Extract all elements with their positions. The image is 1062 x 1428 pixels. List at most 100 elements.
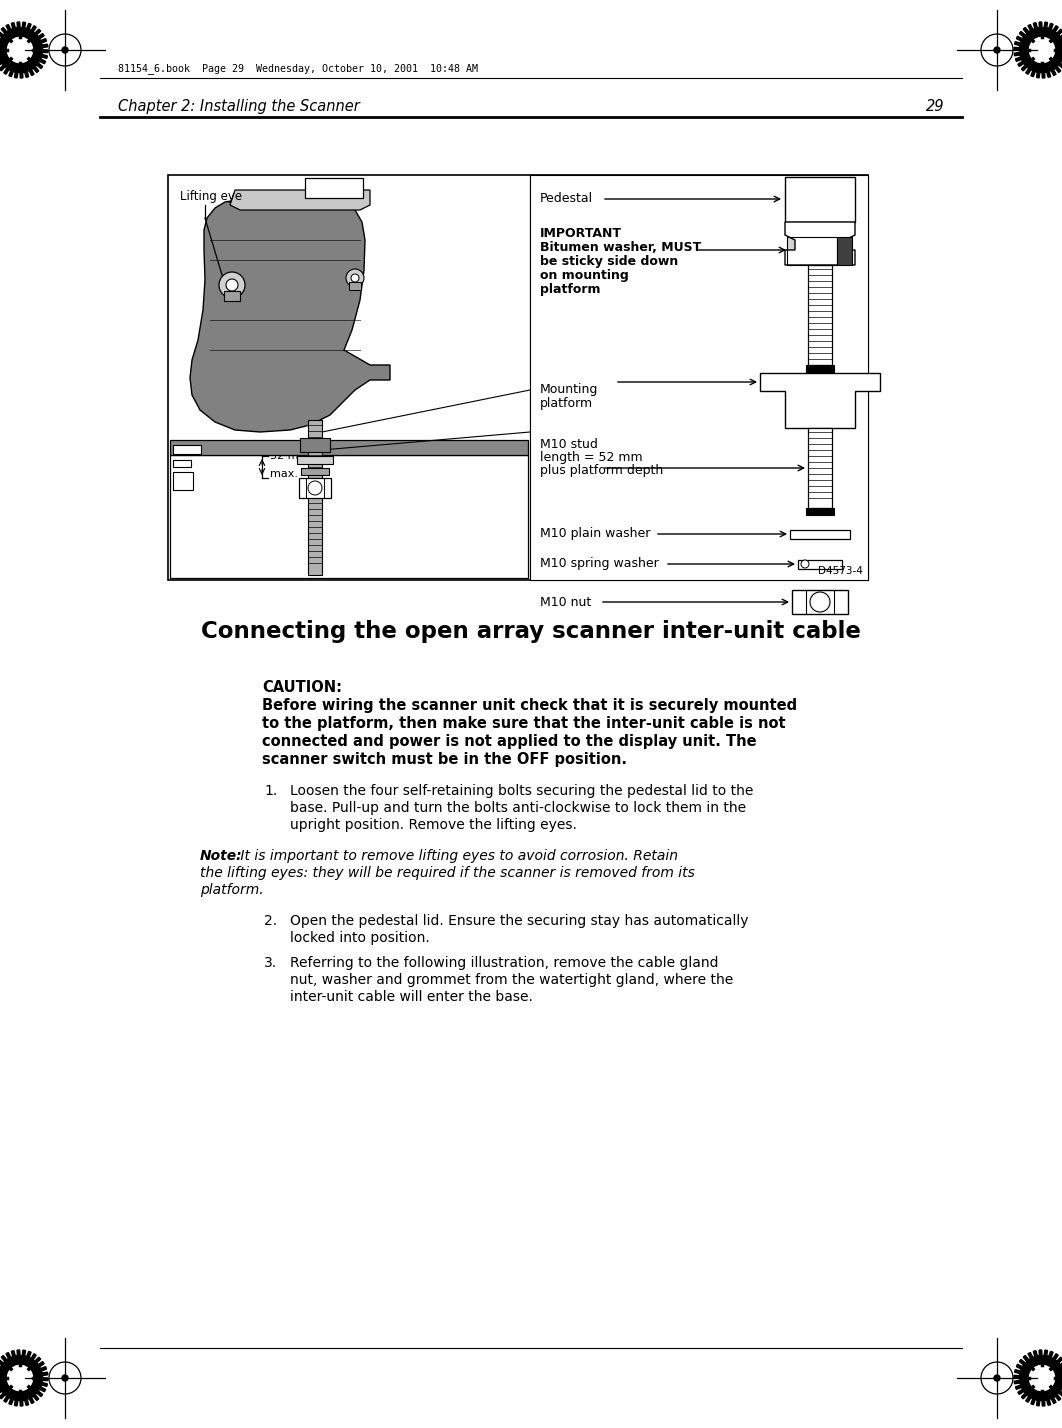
Bar	[792, 590, 847, 614]
Bar	[299, 438, 330, 453]
Text: nut, washer and grommet from the watertight gland, where the: nut, washer and grommet from the waterti…	[290, 972, 733, 987]
Bar	[791, 237, 793, 266]
Text: M10 spring washer: M10 spring washer	[539, 557, 658, 571]
Text: Lifting eye: Lifting eye	[179, 190, 242, 203]
Bar	[224, 291, 240, 301]
Text: be sticky side down: be sticky side down	[539, 256, 679, 268]
Bar	[801, 237, 803, 266]
Circle shape	[801, 560, 809, 568]
Bar	[817, 237, 819, 266]
Bar	[808, 428, 832, 508]
Text: Referring to the following illustration, remove the cable gland: Referring to the following illustration,…	[290, 955, 719, 970]
Text: Loosen the four self-retaining bolts securing the pedestal lid to the: Loosen the four self-retaining bolts sec…	[290, 784, 753, 798]
Bar	[823, 237, 825, 266]
Bar	[835, 237, 837, 266]
Text: Bitumen washer, MUST: Bitumen washer, MUST	[539, 241, 701, 254]
Text: platform: platform	[539, 397, 593, 410]
Bar	[830, 237, 833, 266]
Circle shape	[226, 278, 238, 291]
Circle shape	[219, 271, 245, 298]
Bar	[811, 237, 813, 266]
Circle shape	[352, 274, 359, 281]
Text: CAUTION:: CAUTION:	[262, 680, 342, 695]
Circle shape	[308, 481, 322, 496]
Bar	[530, 176, 868, 580]
Bar	[805, 237, 807, 266]
Text: platform: platform	[539, 283, 600, 296]
Text: base. Pull-up and turn the bolts anti-clockwise to lock them in the: base. Pull-up and turn the bolts anti-cl…	[290, 801, 747, 815]
Circle shape	[7, 37, 33, 63]
Text: 3.: 3.	[264, 955, 277, 970]
Circle shape	[62, 1375, 68, 1381]
Bar	[301, 468, 329, 476]
Circle shape	[994, 1375, 1000, 1381]
Bar	[173, 446, 201, 454]
Bar	[819, 237, 821, 266]
Text: 29: 29	[925, 99, 944, 114]
Circle shape	[346, 268, 364, 287]
Text: M10 plain washer: M10 plain washer	[539, 527, 650, 541]
Polygon shape	[760, 373, 880, 428]
Bar	[821, 237, 823, 266]
Polygon shape	[1014, 1349, 1062, 1407]
Bar	[305, 178, 363, 198]
Text: It is important to remove lifting eyes to avoid corrosion. Retain: It is important to remove lifting eyes t…	[236, 850, 678, 863]
Bar	[349, 281, 361, 290]
Bar	[793, 237, 795, 266]
Text: M10 nut: M10 nut	[539, 595, 592, 608]
Text: Before wiring the scanner unit check that it is securely mounted: Before wiring the scanner unit check tha…	[262, 698, 798, 713]
Bar	[808, 266, 832, 366]
Bar	[799, 237, 801, 266]
Text: on mounting: on mounting	[539, 268, 629, 281]
Text: the lifting eyes: they will be required if the scanner is removed from its: the lifting eyes: they will be required …	[200, 865, 695, 880]
Text: Connecting the open array scanner inter-unit cable: Connecting the open array scanner inter-…	[201, 620, 861, 643]
Circle shape	[994, 47, 1000, 53]
Bar	[170, 456, 528, 578]
Text: plus platform depth: plus platform depth	[539, 464, 664, 477]
Bar	[173, 473, 193, 490]
Circle shape	[62, 47, 68, 53]
Bar	[796, 237, 799, 266]
Text: Mounting: Mounting	[539, 383, 598, 396]
Polygon shape	[1014, 21, 1062, 79]
Text: upright position. Remove the lifting eyes.: upright position. Remove the lifting eye…	[290, 818, 577, 833]
Text: 1.: 1.	[264, 784, 277, 798]
Bar	[308, 420, 322, 575]
Bar	[173, 460, 191, 467]
Bar	[798, 560, 842, 568]
Bar	[815, 237, 817, 266]
Bar	[299, 478, 331, 498]
Bar	[806, 508, 834, 516]
Text: Note:: Note:	[200, 850, 242, 863]
Text: scanner switch must be in the OFF position.: scanner switch must be in the OFF positi…	[262, 753, 627, 767]
Bar	[837, 237, 852, 266]
Text: M10 stud: M10 stud	[539, 438, 598, 451]
Text: 2.: 2.	[264, 914, 277, 928]
Polygon shape	[190, 198, 390, 433]
Polygon shape	[0, 1349, 48, 1407]
Bar	[297, 456, 333, 464]
Text: Chapter 2: Installing the Scanner: Chapter 2: Installing the Scanner	[118, 99, 360, 114]
Bar	[785, 177, 855, 221]
Bar	[170, 440, 528, 456]
Text: 81154_6.book  Page 29  Wednesday, October 10, 2001  10:48 AM: 81154_6.book Page 29 Wednesday, October …	[118, 63, 478, 74]
Text: Open the pedestal lid. Ensure the securing stay has automatically: Open the pedestal lid. Ensure the securi…	[290, 914, 749, 928]
Bar	[825, 237, 827, 266]
Polygon shape	[785, 221, 855, 266]
Circle shape	[1029, 37, 1055, 63]
Bar	[530, 176, 868, 580]
Text: platform.: platform.	[200, 883, 263, 897]
Bar	[790, 530, 850, 538]
Text: 32 mm: 32 mm	[270, 451, 309, 461]
Bar	[789, 237, 791, 266]
Bar	[807, 237, 809, 266]
Bar	[806, 366, 834, 373]
Bar	[809, 237, 811, 266]
Bar	[168, 176, 868, 580]
Bar	[827, 237, 829, 266]
Bar	[803, 237, 805, 266]
Text: Pedestal: Pedestal	[539, 193, 593, 206]
Polygon shape	[230, 190, 370, 210]
Text: IMPORTANT: IMPORTANT	[539, 227, 622, 240]
Text: locked into position.: locked into position.	[290, 931, 430, 945]
